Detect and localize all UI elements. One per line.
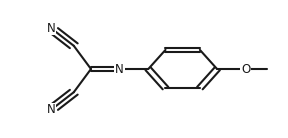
Text: N: N xyxy=(46,104,55,116)
Text: O: O xyxy=(241,63,250,75)
Text: N: N xyxy=(46,22,55,34)
Text: N: N xyxy=(115,63,124,75)
